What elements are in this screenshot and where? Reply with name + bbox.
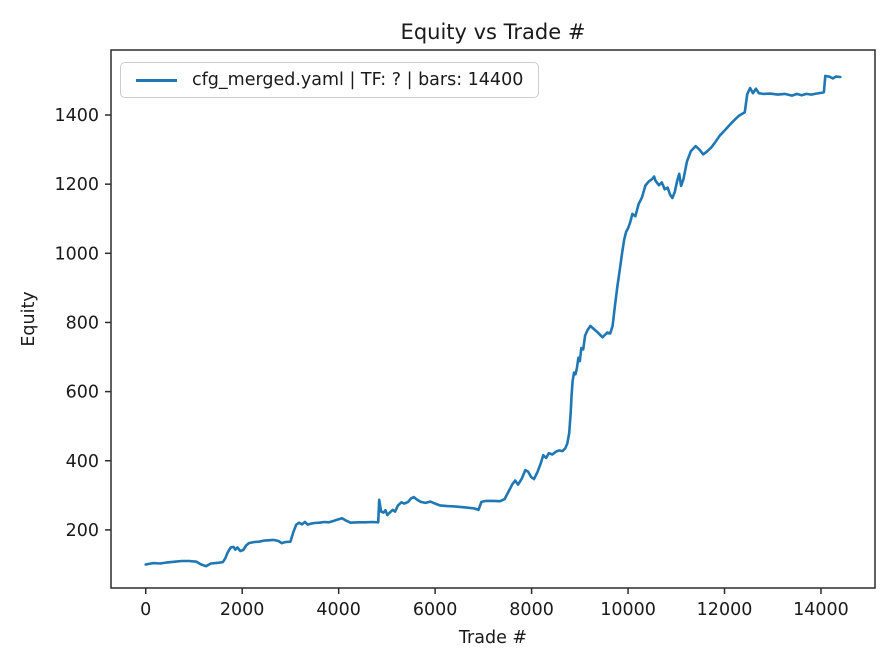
legend: cfg_merged.yaml | TF: ? | bars: 14400 (120, 62, 540, 98)
chart-title: Equity vs Trade # (400, 20, 586, 44)
legend-line-sample (136, 78, 177, 82)
x-tick-label: 6000 (413, 600, 458, 620)
y-tick-label: 600 (66, 383, 99, 403)
x-tick-label: 4000 (316, 600, 361, 620)
y-tick-label: 1400 (54, 106, 99, 126)
y-tick-label: 1000 (54, 244, 99, 264)
x-tick-label: 2000 (220, 600, 265, 620)
x-axis-label: Trade # (458, 628, 528, 648)
y-tick-label: 400 (66, 452, 99, 472)
y-tick-label: 200 (66, 521, 99, 541)
y-tick-label: 800 (66, 313, 99, 333)
legend-label: cfg_merged.yaml | TF: ? | bars: 14400 (192, 70, 524, 90)
x-tick-label: 10000 (600, 600, 656, 620)
x-tick-label: 12000 (697, 600, 753, 620)
equity-curve (144, 74, 842, 568)
y-axis-label: Equity (19, 291, 39, 347)
y-tick-label: 1200 (54, 175, 99, 195)
axes-spines (110, 49, 876, 589)
x-tick-label: 0 (140, 600, 151, 620)
x-tick-label: 8000 (509, 600, 554, 620)
x-tick-label: 14000 (793, 600, 849, 620)
